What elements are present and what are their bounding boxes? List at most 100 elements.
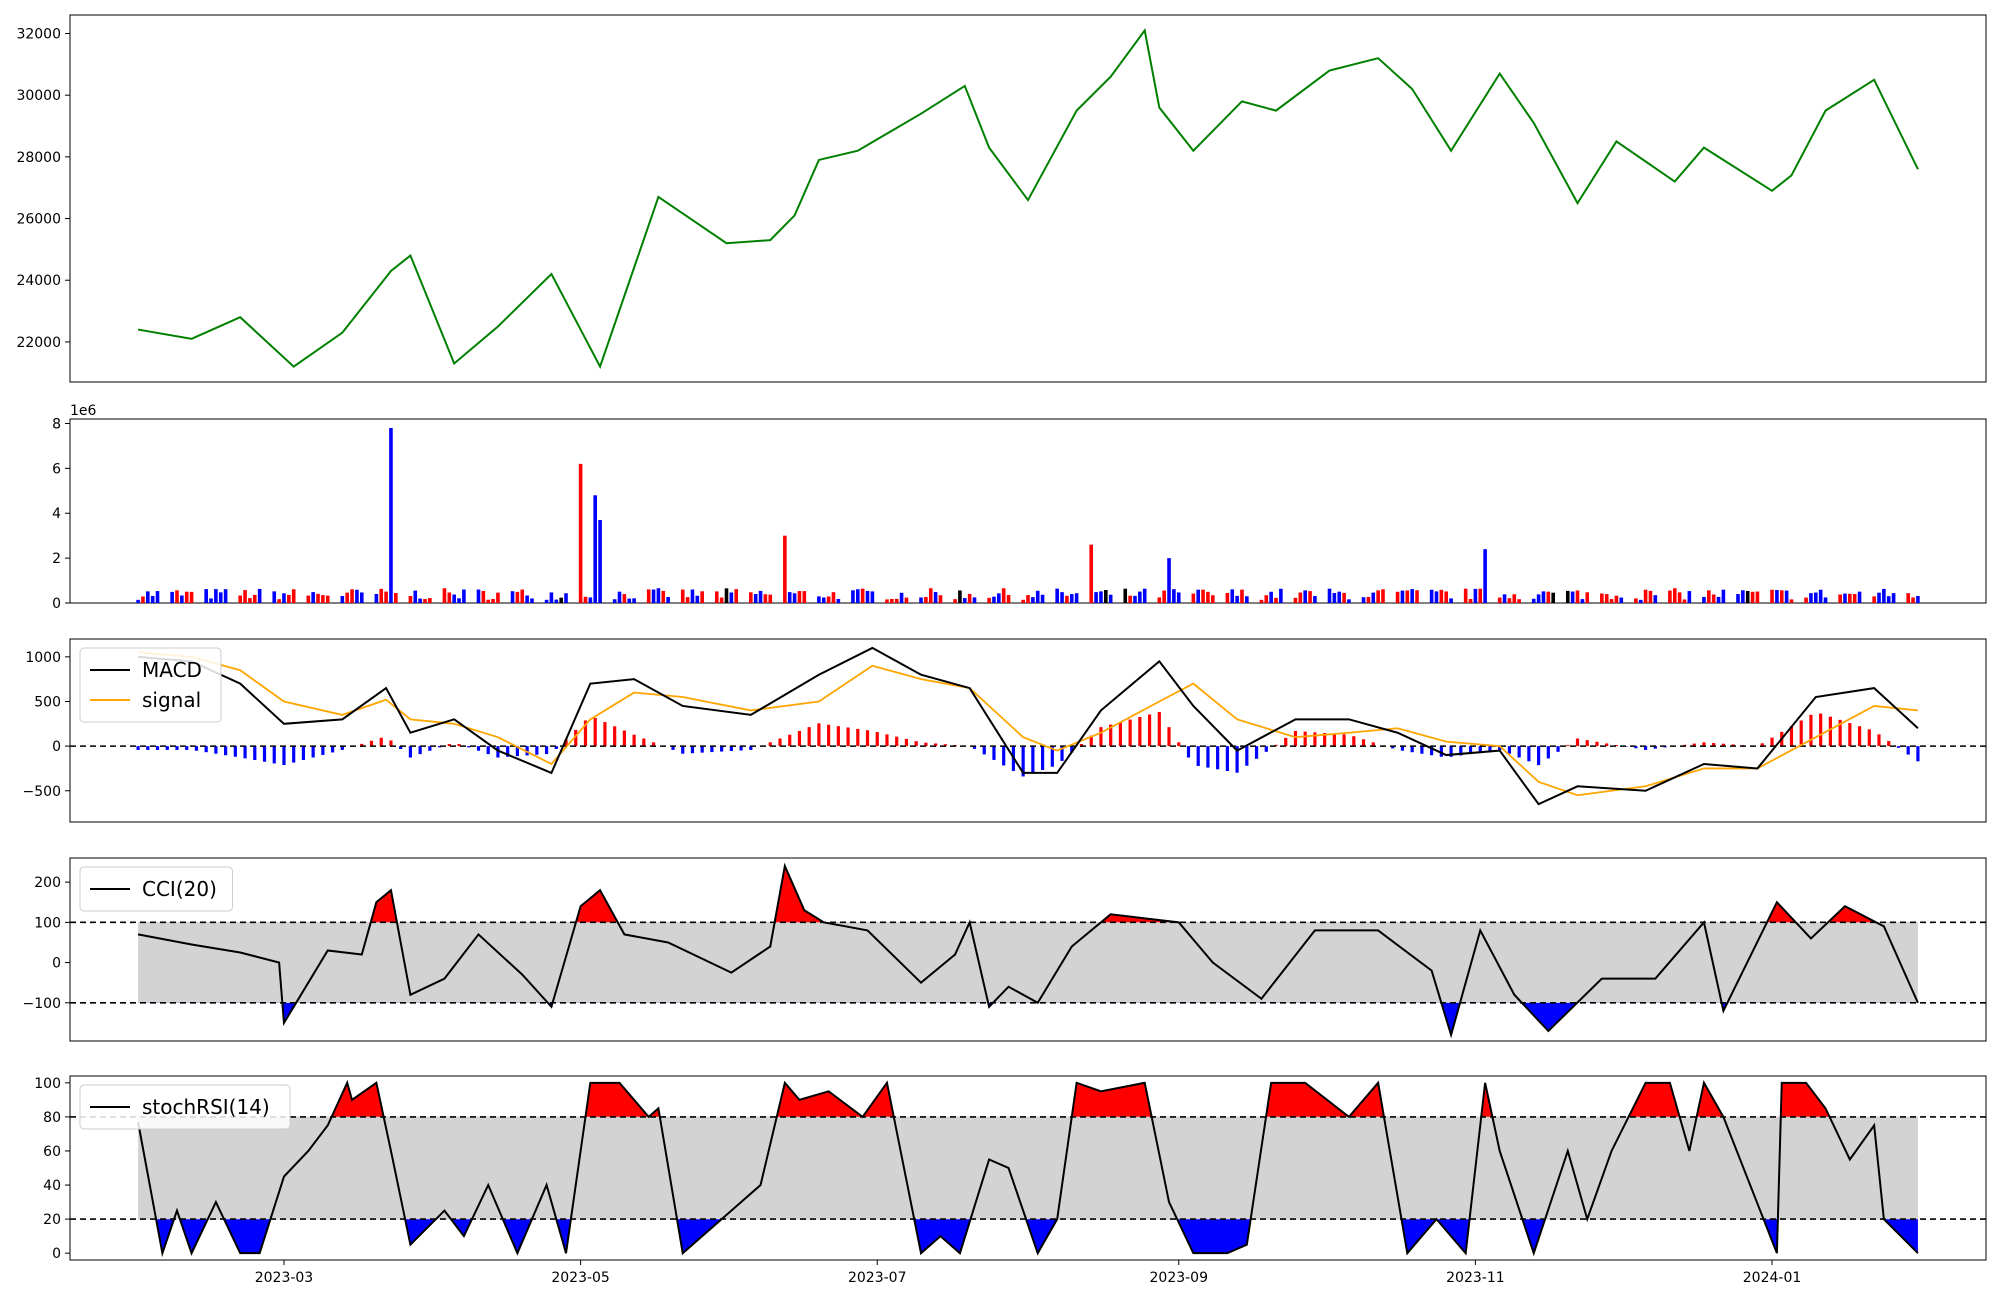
volume-bar <box>1196 590 1200 603</box>
volume-bar <box>1396 592 1400 603</box>
volume-bar <box>759 591 763 603</box>
volume-bar <box>992 597 996 603</box>
histogram-bar <box>1333 734 1336 746</box>
histogram-bar <box>905 739 908 746</box>
volume-bar <box>1717 597 1721 603</box>
histogram-bar <box>1167 727 1170 746</box>
histogram-bar <box>594 718 597 746</box>
volume-bar <box>1143 589 1147 603</box>
histogram-bar <box>1508 746 1511 754</box>
histogram-bar <box>273 746 276 763</box>
volume-bar <box>1157 597 1161 603</box>
histogram-bar <box>224 746 227 755</box>
y-tick-label: −500 <box>23 784 61 800</box>
volume-bar <box>973 597 977 603</box>
histogram-bar <box>876 732 879 746</box>
volume-bar <box>734 589 738 603</box>
y-tick-label: 32000 <box>16 27 61 43</box>
volume-bar <box>1804 598 1808 603</box>
histogram-bar <box>1858 726 1861 746</box>
legend-label: MACD <box>142 658 202 682</box>
volume-bar <box>141 596 145 603</box>
histogram-bar <box>856 729 859 746</box>
volume-bar <box>214 589 218 603</box>
volume-bar <box>1736 594 1740 603</box>
volume-bar <box>1328 589 1332 603</box>
volume-bar <box>1741 590 1745 603</box>
volume-bar <box>1707 590 1711 603</box>
volume-bar <box>423 599 427 603</box>
volume-bar <box>1887 596 1891 603</box>
volume-bar <box>856 589 860 603</box>
y-offset-label: 1e6 <box>70 403 97 419</box>
volume-bar <box>1517 599 1521 603</box>
y-tick-label: 200 <box>34 875 61 891</box>
histogram-bar <box>263 746 266 762</box>
volume-bar <box>452 595 456 603</box>
y-tick-label: 0 <box>52 956 61 972</box>
volume-bar <box>1279 589 1283 603</box>
volume-bar <box>277 599 281 603</box>
histogram-bar <box>477 746 480 751</box>
volume-bar <box>394 593 398 603</box>
y-tick-label: 28000 <box>16 150 61 166</box>
volume-bar <box>520 590 524 603</box>
volume-bar <box>1294 598 1298 603</box>
volume-bar <box>462 590 466 603</box>
y-tick-label: 40 <box>43 1178 61 1194</box>
panel-frame <box>70 419 1986 603</box>
volume-bar <box>754 594 758 603</box>
volume-bar <box>1872 596 1876 603</box>
volume-bar <box>1610 599 1614 603</box>
volume-bar <box>890 599 894 603</box>
histogram-bar <box>214 746 217 754</box>
histogram-bar <box>1294 731 1297 746</box>
histogram-bar <box>1586 740 1589 746</box>
volume-bar <box>1751 592 1755 603</box>
volume-bar <box>550 592 554 603</box>
volume-bar <box>700 591 704 603</box>
histogram-bar <box>1158 712 1161 746</box>
volume-bar <box>243 590 247 603</box>
volume-bar <box>584 597 588 603</box>
volume-bar <box>1615 596 1619 603</box>
y-tick-label: 100 <box>34 915 61 931</box>
volume-bar <box>1031 597 1035 603</box>
histogram-bar <box>205 746 208 752</box>
volume-bar <box>895 599 899 603</box>
y-tick-label: 24000 <box>16 273 61 289</box>
histogram-bar <box>992 746 995 760</box>
histogram-bar <box>282 746 285 765</box>
histogram-bar <box>302 746 305 760</box>
histogram-bar <box>1897 746 1900 748</box>
volume-bar <box>661 591 665 603</box>
volume-bar <box>793 593 797 603</box>
histogram-bar <box>1887 741 1890 746</box>
volume-bar <box>1089 545 1093 603</box>
histogram-bar <box>846 727 849 746</box>
volume-bar <box>311 592 315 603</box>
volume-bar <box>1192 594 1196 603</box>
volume-bar <box>156 591 160 603</box>
histogram-bar <box>487 746 490 754</box>
y-tick-label: 60 <box>43 1144 61 1160</box>
histogram-bar <box>691 746 694 753</box>
volume-bar <box>272 591 276 603</box>
volume-bar <box>987 598 991 603</box>
histogram-bar <box>817 723 820 746</box>
volume-bar <box>652 590 656 603</box>
histogram-bar <box>1829 717 1832 746</box>
histogram-bar <box>1537 746 1540 765</box>
volume-bar <box>939 595 943 603</box>
volume-bar <box>321 595 325 603</box>
histogram-bar <box>1245 746 1248 766</box>
volume-bar <box>730 592 734 603</box>
volume-bar <box>1882 589 1886 603</box>
volume-bar <box>1683 599 1687 603</box>
volume-bar <box>1654 595 1658 603</box>
volume-bar <box>1775 590 1779 603</box>
histogram-bar <box>1148 715 1151 747</box>
